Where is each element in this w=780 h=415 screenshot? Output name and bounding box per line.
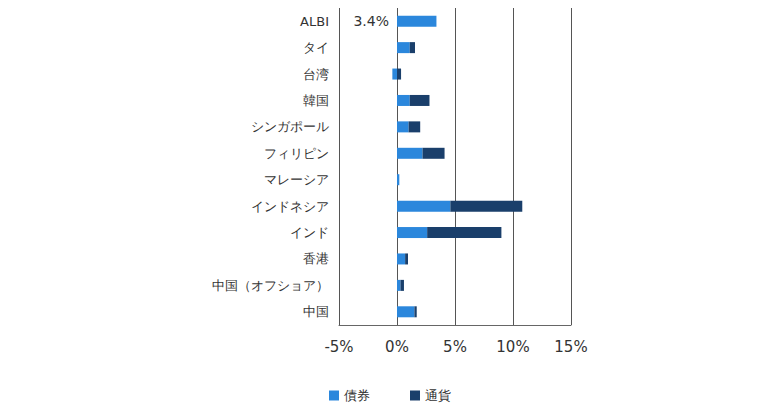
svg-text:10%: 10% [496, 338, 529, 356]
svg-text:15%: 15% [554, 338, 587, 356]
svg-text:3.4%: 3.4% [353, 13, 389, 29]
svg-text:インドネシア: インドネシア [251, 199, 329, 214]
svg-text:-5%: -5% [324, 338, 353, 356]
svg-text:5%: 5% [443, 338, 467, 356]
svg-text:香港: 香港 [303, 251, 329, 266]
svg-text:0%: 0% [385, 338, 409, 356]
svg-text:中国: 中国 [303, 304, 329, 319]
svg-text:インド: インド [290, 225, 329, 240]
svg-text:マレーシア: マレーシア [264, 172, 329, 187]
svg-text:通貨: 通貨 [425, 388, 451, 403]
svg-text:フィリピン: フィリピン [264, 146, 329, 161]
svg-text:ALBI: ALBI [300, 14, 329, 29]
svg-text:台湾: 台湾 [303, 67, 329, 82]
svg-text:シンガポール: シンガポール [251, 119, 329, 134]
svg-text:韓国: 韓国 [303, 93, 329, 108]
svg-text:債券: 債券 [344, 388, 370, 403]
svg-text:タイ: タイ [303, 40, 329, 55]
svg-text:中国（オフショア）: 中国（オフショア） [212, 278, 329, 293]
